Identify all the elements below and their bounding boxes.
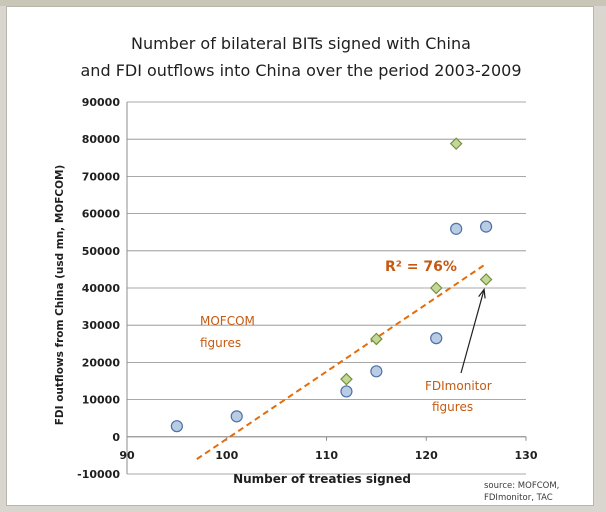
axes xyxy=(126,102,527,474)
data-point-circle xyxy=(370,365,383,378)
x-tick-label: 110 xyxy=(315,449,338,462)
arrow-shaft xyxy=(460,289,485,374)
chart-title-line2: and FDI outflows into China over the per… xyxy=(81,61,522,80)
data-point-diamond xyxy=(429,281,443,295)
source-line1: source: MOFCOM, xyxy=(484,481,559,491)
x-tick-label: 100 xyxy=(215,449,238,462)
arrow-head xyxy=(478,287,486,299)
fdimonitor-arrow xyxy=(460,287,486,374)
data-point-diamond xyxy=(340,372,353,386)
y-tick-label: 0 xyxy=(112,431,120,444)
y-tick-label: -10000 xyxy=(77,468,120,481)
mofcom-annotation-line2: figures xyxy=(200,336,241,350)
y-tick-label: 40000 xyxy=(82,282,121,295)
gridlines xyxy=(127,101,526,475)
y-tick-label: 60000 xyxy=(82,208,121,221)
y-tick-label: 50000 xyxy=(82,245,121,258)
y-tick-label: 90000 xyxy=(82,96,121,109)
data-point-diamond xyxy=(370,332,383,346)
data-point-circle xyxy=(340,385,353,398)
y-tick-label: 80000 xyxy=(82,133,121,146)
y-tick-label: 10000 xyxy=(82,394,121,407)
fdimonitor-annotation-line2: figures xyxy=(432,400,473,414)
data-point-circle xyxy=(430,332,443,345)
data-point-diamond xyxy=(449,137,463,151)
mofcom-annotation-line1: MOFCOM xyxy=(200,314,255,328)
source-line2: FDImonitor, TAC xyxy=(484,493,553,503)
data-point-circle xyxy=(230,410,243,423)
fdimonitor-annotation-line1: FDImonitor xyxy=(425,379,492,393)
y-axis-label: FDI outflows from China (usd mn, MOFCOM) xyxy=(54,165,66,426)
data-point-circle xyxy=(450,222,463,235)
x-tick-label: 120 xyxy=(415,449,438,462)
top-bar xyxy=(0,0,606,6)
scatter-chart: Number of bilateral BITs signed with Chi… xyxy=(54,34,559,503)
chart-frame: Number of bilateral BITs signed with Chi… xyxy=(6,6,594,506)
y-tick-labels: -10000 0 10000 20000 30000 40000 50000 60000 700… xyxy=(77,96,120,481)
x-tick-labels: 90 100 110 120 130 xyxy=(119,449,537,462)
y-tick-label: 30000 xyxy=(82,319,121,332)
x-axis-label: Number of treaties signed xyxy=(233,472,411,486)
x-tick-label: 130 xyxy=(515,449,538,462)
data-points xyxy=(170,137,493,433)
y-tick-label: 70000 xyxy=(82,170,121,183)
y-tick-label: 20000 xyxy=(82,356,121,369)
chart-title-line1: Number of bilateral BITs signed with Chi… xyxy=(131,34,471,53)
data-point-circle xyxy=(170,420,183,433)
trendline-group xyxy=(196,262,487,460)
r-squared-label: R² = 76% xyxy=(385,259,457,275)
trendline xyxy=(196,262,487,460)
data-point-circle xyxy=(480,220,493,233)
data-point-diamond xyxy=(479,273,493,286)
